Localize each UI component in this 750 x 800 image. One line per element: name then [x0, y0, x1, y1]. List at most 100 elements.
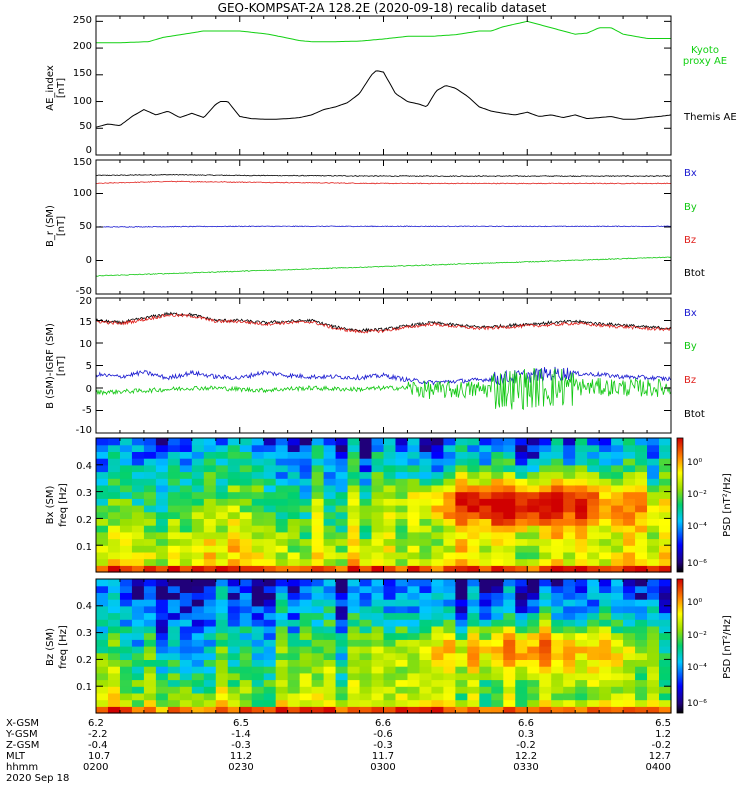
spectrogram-cell [647, 666, 660, 674]
spectrogram-cell [575, 545, 588, 553]
spectrogram-cell [599, 444, 612, 452]
spectrogram-cell [119, 538, 133, 546]
ephemeris-cell: 1.2 [655, 729, 671, 740]
spectrogram-cell [359, 558, 373, 566]
spectrogram-cell [599, 619, 612, 627]
spectrogram-cell [551, 699, 564, 707]
spectrogram-cell [635, 498, 648, 506]
legend-bz: Bz [684, 375, 696, 386]
spectrogram-cell [311, 646, 325, 654]
spectrogram-cell [287, 699, 301, 707]
ytick-label: 0.3 [76, 628, 92, 639]
spectrogram-cell [107, 672, 121, 681]
spectrogram-cell [431, 545, 444, 553]
spectrogram-cell [599, 625, 612, 634]
spectrogram-cell [491, 458, 504, 466]
spectrogram-cell [299, 498, 313, 506]
spectrogram-cell [251, 498, 265, 506]
spectrogram-cell [287, 478, 301, 486]
spectrogram-cell [299, 491, 313, 499]
spectrogram-cell [371, 619, 385, 627]
spectrogram-cell [239, 458, 253, 466]
spectrogram-cell [491, 706, 504, 714]
spectrogram-cell [647, 525, 660, 533]
spectrogram-cell [263, 632, 277, 640]
spectrogram-cell [287, 692, 301, 701]
spectrogram-cell [659, 625, 672, 634]
spectrogram-cell [659, 444, 672, 452]
spectrogram-cell [359, 545, 373, 553]
spectrogram-cell [167, 639, 181, 647]
spectrogram-cell [347, 679, 361, 687]
spectrogram-cell [467, 579, 480, 587]
spectrogram-cell [467, 525, 480, 533]
spectrogram-cell [503, 538, 516, 546]
spectrogram-cell [479, 599, 492, 607]
colorbar-tick: 10⁰ [687, 598, 702, 608]
spectrogram-cell [299, 538, 313, 546]
spectrogram-cell [551, 639, 564, 647]
spectrogram-cell [203, 438, 217, 446]
spectrogram-cell [251, 511, 265, 519]
spectrogram-cell [455, 498, 468, 506]
ephemeris-cell: 0300 [370, 762, 395, 773]
spectrogram-cell [611, 579, 624, 587]
spectrogram-cell [395, 692, 409, 701]
spectrogram-cell [275, 679, 289, 687]
spectrogram-cell [383, 619, 397, 627]
figure-title: GEO-KOMPSAT-2A 128.2E (2020-09-18) recal… [218, 1, 547, 15]
spectrogram-cell [143, 478, 157, 486]
spectrogram-cell [323, 458, 337, 466]
spectrogram-cell [311, 619, 325, 627]
spectrogram-cell [131, 585, 145, 593]
spectrogram-cell [287, 491, 301, 499]
spectrogram-cell [155, 464, 169, 473]
spectrogram-cell [455, 646, 468, 654]
spectrogram-cell [551, 565, 564, 573]
spectrogram-cell [587, 639, 600, 647]
spectrogram-cell [155, 525, 169, 533]
spectrogram-cell [215, 511, 229, 519]
spectrogram-cell [215, 451, 229, 459]
spectrogram-cell [299, 585, 313, 593]
spectrogram-cell [359, 531, 373, 540]
spectrogram-cell [491, 599, 504, 607]
spectrogram-cell [311, 672, 325, 681]
spectrogram-cell [479, 491, 492, 499]
spectrogram-cell [611, 478, 624, 486]
spectrogram-cell [155, 619, 169, 627]
spectrogram-cell [311, 505, 325, 513]
spectrogram-cell [96, 558, 109, 566]
spectrogram-cell [215, 444, 229, 452]
spectrogram-cell [503, 672, 516, 681]
spectrogram-cell [539, 679, 552, 687]
spectrogram-cell [227, 646, 241, 654]
spectrogram-cell [587, 632, 600, 640]
spectrogram-cell [395, 458, 409, 466]
spectrogram-cell [119, 484, 133, 493]
legend-btot: Btot [684, 409, 705, 420]
spectrogram-cell [383, 639, 397, 647]
spectrogram-cell [371, 625, 385, 634]
spectrogram-cell [383, 538, 397, 546]
spectrogram-cell [239, 471, 253, 479]
spectrogram-cell [419, 612, 433, 620]
spectrogram-cell [155, 484, 169, 493]
spectrogram-cell [371, 545, 385, 553]
spectrogram-cell [599, 686, 612, 694]
spectrogram-cell [623, 498, 636, 506]
spectrogram-cell [647, 686, 660, 694]
spectrogram-cell [287, 686, 301, 694]
spectrogram-cell [551, 592, 564, 600]
spectrogram-cell [299, 686, 313, 694]
spectrogram-cell [251, 538, 265, 546]
spectrogram-cell [659, 505, 672, 513]
spectrogram-cell [575, 679, 588, 687]
ylabel-line-2: freq [Hz] [58, 483, 69, 527]
spectrogram-cell [407, 511, 421, 519]
spectrogram-cell [383, 498, 397, 506]
spectrogram-cell [203, 464, 217, 473]
spectrogram-cell [287, 525, 301, 533]
spectrogram-cell [275, 518, 289, 526]
spectrogram-cell [263, 458, 277, 466]
